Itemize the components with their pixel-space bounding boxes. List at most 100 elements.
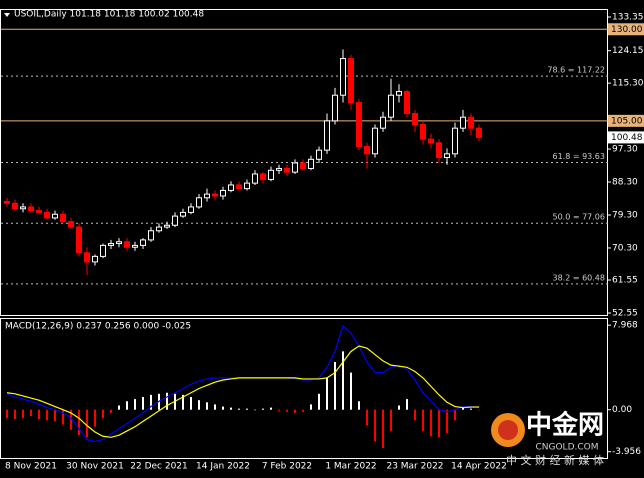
- histogram-bar: [70, 409, 72, 430]
- histogram-bar: [126, 401, 128, 410]
- histogram-bar: [286, 409, 288, 412]
- histogram-bar: [30, 409, 32, 417]
- candle-body: [412, 113, 418, 126]
- macd-title: MACD(12,26,9) 0.237 0.256 0.000 -0.025: [5, 322, 191, 332]
- histogram-bar: [326, 377, 328, 410]
- histogram-bar: [38, 409, 40, 420]
- x-tick-label: 8 Nov 2021: [5, 462, 57, 472]
- level-label: 105.00: [611, 116, 643, 126]
- candle-body: [196, 197, 202, 208]
- y-tick-label: 88.30: [612, 178, 638, 188]
- y-tick-label: 124.15: [612, 46, 644, 56]
- histogram-bar: [358, 401, 360, 410]
- histogram-bar: [374, 409, 376, 442]
- histogram-bar: [110, 409, 112, 413]
- candle-body: [420, 124, 426, 140]
- macd-pane: [0, 318, 608, 459]
- y-tick-label: 0.00: [612, 405, 632, 415]
- y-tick-label: 79.30: [612, 210, 638, 220]
- candle-body: [372, 127, 378, 155]
- histogram-bar: [78, 409, 80, 436]
- y-tick-label: 70.30: [612, 243, 638, 253]
- histogram-bar: [398, 405, 400, 410]
- candle-body: [332, 94, 338, 122]
- candle-body: [92, 255, 98, 263]
- y-tick-label: -3.956: [612, 447, 641, 457]
- candle-body: [324, 120, 330, 151]
- candle-body: [252, 173, 258, 184]
- level-label: 130.00: [611, 25, 643, 35]
- candle-body: [204, 193, 210, 199]
- histogram-bar: [62, 409, 64, 425]
- histogram-bar: [302, 409, 304, 412]
- histogram-bar: [334, 361, 336, 410]
- histogram-bar: [430, 409, 432, 437]
- histogram-bar: [454, 409, 456, 421]
- candle-body: [108, 243, 114, 246]
- histogram-bar: [478, 409, 480, 411]
- candle-body: [244, 182, 250, 190]
- candle-body: [316, 149, 322, 160]
- histogram-bar: [310, 404, 312, 410]
- candle-body: [300, 162, 306, 169]
- y-tick-label: 97.30: [612, 145, 638, 155]
- site: CNGOLD.COM: [535, 443, 598, 453]
- candle-body: [428, 138, 434, 144]
- histogram-bar: [318, 393, 320, 410]
- y-tick-label: 133.35: [612, 12, 644, 22]
- histogram-bar: [350, 372, 352, 410]
- histogram-bar: [14, 409, 16, 420]
- histogram-bar: [270, 407, 272, 410]
- fib-label: 50.0 = 77.06: [552, 213, 605, 222]
- candle-body: [308, 158, 314, 169]
- candle-body: [68, 221, 74, 228]
- candle-body: [140, 239, 146, 246]
- last-price-label: 100.48: [611, 133, 643, 143]
- candle-body: [460, 116, 466, 129]
- x-tick-label: 23 Mar 2022: [386, 462, 443, 472]
- y-tick-label: 7.968: [612, 321, 638, 331]
- histogram-bar: [190, 396, 192, 410]
- histogram-bar: [214, 404, 216, 410]
- x-tick-label: 14 Apr 2022: [451, 462, 507, 472]
- histogram-bar: [262, 408, 264, 410]
- histogram-bar: [238, 408, 240, 410]
- histogram-bar: [414, 409, 416, 421]
- candle-body: [132, 244, 138, 248]
- candle-body: [220, 189, 226, 197]
- x-tick-label: 7 Feb 2022: [262, 462, 312, 472]
- slogan: 中 文 财 经 新 媒 体: [506, 453, 604, 467]
- histogram-bar: [470, 408, 472, 410]
- candle-body: [156, 226, 162, 232]
- histogram-bar: [446, 409, 448, 434]
- histogram-bar: [206, 402, 208, 410]
- candle-body: [228, 184, 234, 191]
- histogram-bar: [438, 409, 440, 438]
- candle-body: [356, 102, 362, 147]
- histogram-bar: [150, 394, 152, 410]
- candle-body: [148, 230, 154, 241]
- histogram-bar: [134, 399, 136, 410]
- candle-body: [212, 193, 218, 197]
- x-tick-label: 30 Nov 2021: [66, 462, 124, 472]
- candle-body: [4, 200, 10, 204]
- histogram-bar: [222, 406, 224, 410]
- macd-line: [6, 345, 480, 438]
- histogram-bar: [422, 409, 424, 431]
- candle-body: [468, 116, 474, 129]
- last-price-box: [608, 131, 644, 144]
- histogram-bar: [278, 409, 280, 411]
- logo-inner: [498, 420, 518, 440]
- candle-body: [12, 202, 18, 210]
- histogram-bar: [182, 394, 184, 410]
- candle-body: [348, 58, 354, 104]
- candle-body: [404, 91, 410, 115]
- histogram-bar: [86, 409, 88, 438]
- candle-body: [276, 167, 282, 171]
- level-box: [608, 114, 644, 127]
- candle-body: [36, 210, 42, 213]
- histogram-bar: [254, 409, 256, 411]
- x-tick-label: 1 Mar 2022: [325, 462, 376, 472]
- histogram-bar: [54, 409, 56, 422]
